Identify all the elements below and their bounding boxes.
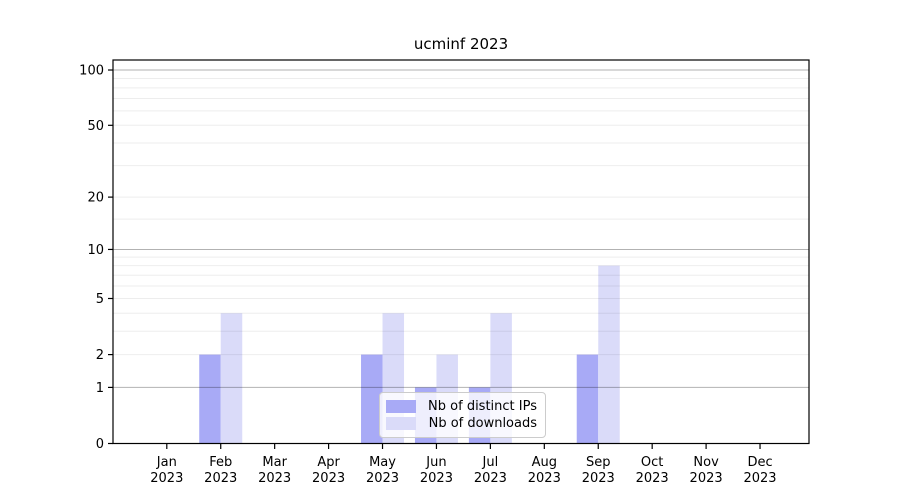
x-tick-label-year: 2023 bbox=[312, 471, 345, 486]
bar-distinct-ips-feb bbox=[199, 354, 221, 444]
bar-distinct-ips-may bbox=[361, 354, 383, 444]
x-tick-label-year: 2023 bbox=[204, 471, 237, 486]
x-tick-label-month: Feb bbox=[209, 455, 232, 470]
x-tick-label-month: Jun bbox=[425, 455, 446, 470]
bar-downloads-feb bbox=[220, 313, 243, 444]
y-tick-label: 2 bbox=[96, 348, 104, 363]
x-tick-label-month: Apr bbox=[317, 455, 340, 470]
legend-swatch-downloads bbox=[386, 417, 416, 431]
x-tick-label-month: Nov bbox=[693, 455, 719, 470]
x-tick-label-year: 2023 bbox=[528, 471, 561, 486]
x-tick-label-year: 2023 bbox=[582, 471, 615, 486]
legend-label-distinct-ips: Nb of distinct IPs bbox=[428, 398, 537, 414]
x-tick-label-year: 2023 bbox=[150, 471, 183, 486]
x-tick-label-month: Dec bbox=[747, 455, 772, 470]
x-tick-label-month: May bbox=[369, 455, 396, 470]
chart-title: ucminf 2023 bbox=[413, 35, 509, 53]
legend-swatch-distinct-ips bbox=[386, 399, 416, 413]
y-tick-label: 100 bbox=[79, 64, 104, 79]
legend-item-downloads: Nb of downloads bbox=[386, 416, 537, 431]
x-tick-label-year: 2023 bbox=[366, 471, 399, 486]
bar-downloads-sep bbox=[598, 265, 620, 444]
x-tick-label-month: Oct bbox=[641, 455, 663, 470]
x-tick-label-month: Sep bbox=[586, 455, 611, 470]
y-tick-label: 10 bbox=[87, 243, 104, 258]
legend-label-downloads: Nb of downloads bbox=[428, 416, 537, 432]
x-tick-label-month: Aug bbox=[532, 455, 557, 470]
y-tick-label: 0 bbox=[96, 437, 104, 452]
legend-item-distinct-ips: Nb of distinct IPs bbox=[386, 399, 537, 414]
bar-distinct-ips-sep bbox=[576, 354, 599, 444]
y-tick-label: 1 bbox=[96, 381, 104, 396]
x-tick-label-year: 2023 bbox=[636, 471, 669, 486]
y-tick-label: 5 bbox=[96, 292, 104, 307]
x-tick-label-month: Mar bbox=[262, 455, 287, 470]
x-tick-label-year: 2023 bbox=[474, 471, 507, 486]
legend: Nb of distinct IPs Nb of downloads bbox=[379, 392, 546, 438]
y-tick-label: 20 bbox=[87, 191, 104, 206]
x-tick-label-year: 2023 bbox=[258, 471, 291, 486]
x-tick-label-month: Jan bbox=[156, 455, 177, 470]
x-tick-label-year: 2023 bbox=[420, 471, 453, 486]
x-tick-label-month: Jul bbox=[482, 455, 499, 470]
plot-frame bbox=[112, 59, 810, 445]
x-tick-label-year: 2023 bbox=[690, 471, 723, 486]
y-tick-label: 50 bbox=[87, 119, 104, 134]
x-tick-label-year: 2023 bbox=[743, 471, 776, 486]
